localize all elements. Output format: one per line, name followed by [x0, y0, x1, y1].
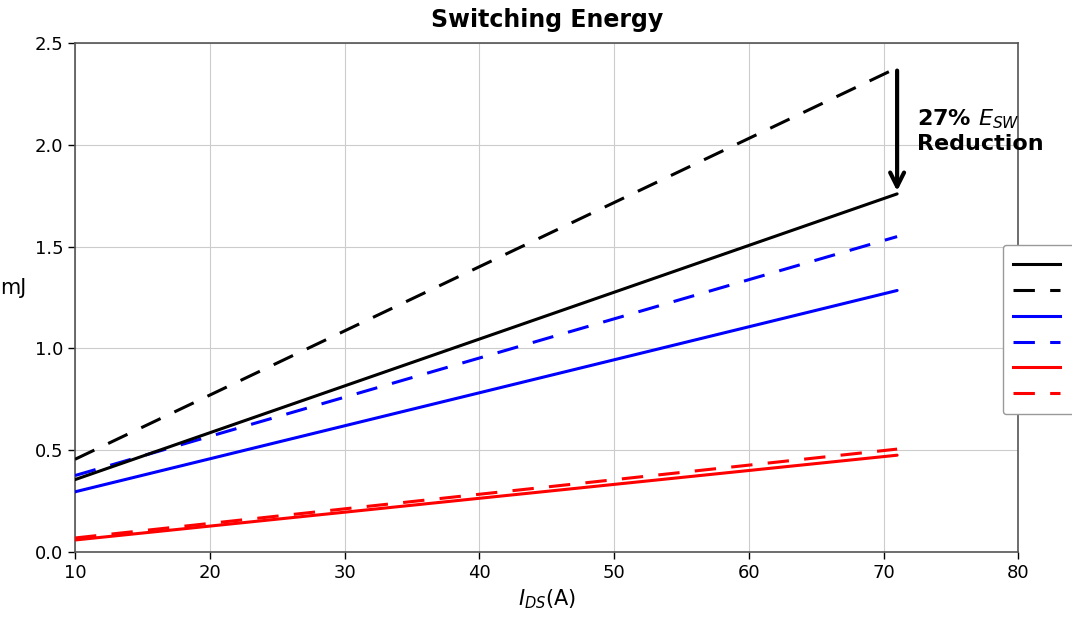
X-axis label: $\mathit{I}_{DS}$(A): $\mathit{I}_{DS}$(A): [518, 587, 576, 611]
Text: 27% $E_{SW}$
Reduction: 27% $E_{SW}$ Reduction: [918, 107, 1044, 154]
Title: Switching Energy: Switching Energy: [431, 7, 662, 32]
Legend: $E_{SW}$ Gen 4, $E_{SW}$ Gen 3, $E_{on}$ Gen4, $E_{on}$ Gen 3, $E_{off}$ Gen4, $: $E_{SW}$ Gen 4, $E_{SW}$ Gen 3, $E_{on}$…: [1003, 245, 1072, 414]
Y-axis label: mJ: mJ: [0, 278, 27, 298]
